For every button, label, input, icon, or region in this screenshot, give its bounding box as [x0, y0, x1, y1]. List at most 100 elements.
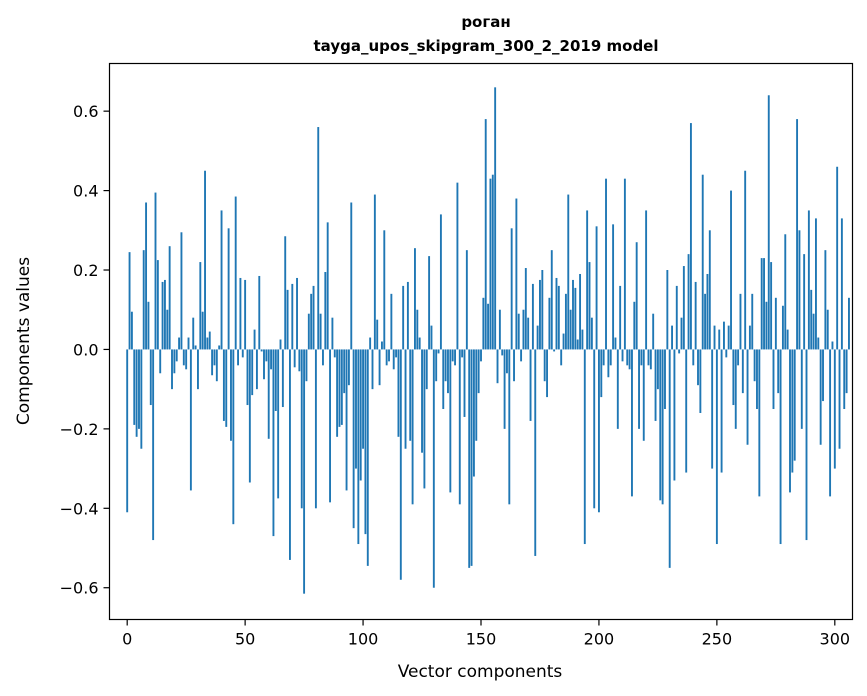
bar-11 — [152, 349, 155, 541]
bar-243 — [699, 349, 702, 413]
bar-239 — [689, 123, 692, 350]
bar-57 — [260, 349, 263, 352]
bar-238 — [687, 254, 690, 350]
bar-77 — [307, 313, 310, 350]
bar-179 — [548, 297, 551, 350]
bar-28 — [192, 317, 195, 350]
bar-227 — [661, 349, 664, 505]
bar-90 — [338, 349, 341, 427]
bar-63 — [274, 349, 277, 411]
bar-66 — [281, 349, 284, 408]
bar-39 — [218, 345, 221, 350]
bar-24 — [182, 349, 185, 366]
bar-146 — [470, 349, 473, 566]
bar-241 — [694, 281, 697, 350]
bar-35 — [208, 331, 211, 350]
bar-2 — [130, 311, 133, 350]
bar-91 — [340, 349, 343, 425]
bar-74 — [300, 349, 303, 509]
bar-279 — [784, 234, 787, 350]
y-tick-label: 0.0 — [73, 340, 98, 359]
bar-141 — [458, 349, 461, 505]
bar-110 — [385, 349, 388, 366]
bar-245 — [704, 293, 707, 350]
bar-252 — [720, 349, 723, 473]
bar-199 — [595, 226, 598, 350]
bar-290 — [810, 289, 813, 350]
bar-189 — [572, 279, 574, 350]
bar-46 — [234, 196, 237, 350]
bar-152 — [484, 119, 487, 350]
bar-267 — [756, 349, 758, 410]
bar-116 — [399, 349, 402, 580]
bar-52 — [248, 349, 251, 483]
bar-29 — [194, 345, 197, 350]
bar-172 — [531, 283, 534, 350]
bar-190 — [574, 287, 577, 350]
bar-257 — [732, 349, 735, 406]
bar-254 — [725, 349, 728, 358]
bar-4 — [135, 349, 138, 437]
bar-95 — [350, 202, 353, 350]
bar-158 — [498, 309, 501, 350]
bar-300 — [833, 349, 836, 469]
bar-160 — [503, 349, 506, 429]
bar-271 — [765, 301, 768, 350]
bar-124 — [418, 337, 421, 350]
bar-222 — [649, 349, 652, 370]
bar-296 — [824, 250, 827, 350]
bar-263 — [746, 349, 749, 445]
bar-99 — [359, 349, 362, 481]
bar-177 — [543, 349, 546, 382]
bar-221 — [647, 349, 650, 366]
bar-145 — [468, 349, 471, 568]
bar-105 — [373, 194, 376, 350]
x-tick-label: 100 — [348, 630, 379, 649]
bar-276 — [777, 349, 780, 394]
bar-50 — [244, 279, 247, 350]
bar-96 — [352, 349, 355, 529]
bar-42 — [225, 349, 228, 427]
bar-76 — [305, 349, 308, 382]
bar-163 — [510, 228, 513, 350]
bar-7 — [142, 250, 145, 350]
bar-228 — [664, 349, 666, 410]
bar-299 — [831, 341, 834, 350]
bar-291 — [812, 313, 815, 350]
bar-20 — [173, 349, 176, 374]
bar-192 — [579, 273, 582, 350]
bar-107 — [378, 349, 381, 386]
bar-109 — [383, 230, 386, 350]
bar-25 — [185, 349, 188, 370]
bar-101 — [364, 349, 367, 535]
bar-297 — [826, 309, 829, 350]
bar-100 — [362, 349, 365, 449]
bar-259 — [737, 349, 740, 366]
bar-43 — [227, 228, 230, 350]
bar-159 — [501, 349, 504, 356]
bar-275 — [774, 297, 777, 350]
bar-139 — [454, 349, 456, 366]
bar-225 — [656, 349, 659, 390]
bar-183 — [557, 285, 560, 350]
bar-209 — [619, 285, 622, 350]
bar-187 — [567, 194, 570, 350]
bar-75 — [303, 349, 306, 594]
bar-167 — [520, 349, 523, 362]
x-tick-label: 300 — [820, 630, 851, 649]
bar-235 — [680, 317, 683, 350]
bar-22 — [178, 337, 181, 350]
bar-234 — [678, 349, 681, 354]
bar-165 — [515, 198, 518, 350]
y-axis-label: Components values — [14, 257, 34, 425]
bar-249 — [713, 325, 716, 350]
bar-98 — [357, 349, 360, 545]
bar-273 — [770, 262, 773, 350]
bar-284 — [796, 119, 799, 350]
bar-230 — [668, 349, 671, 568]
bar-244 — [701, 174, 704, 350]
bar-246 — [706, 273, 709, 350]
bar-30 — [197, 349, 199, 390]
y-tick-label: −0.4 — [60, 499, 99, 518]
bar-68 — [286, 289, 289, 350]
